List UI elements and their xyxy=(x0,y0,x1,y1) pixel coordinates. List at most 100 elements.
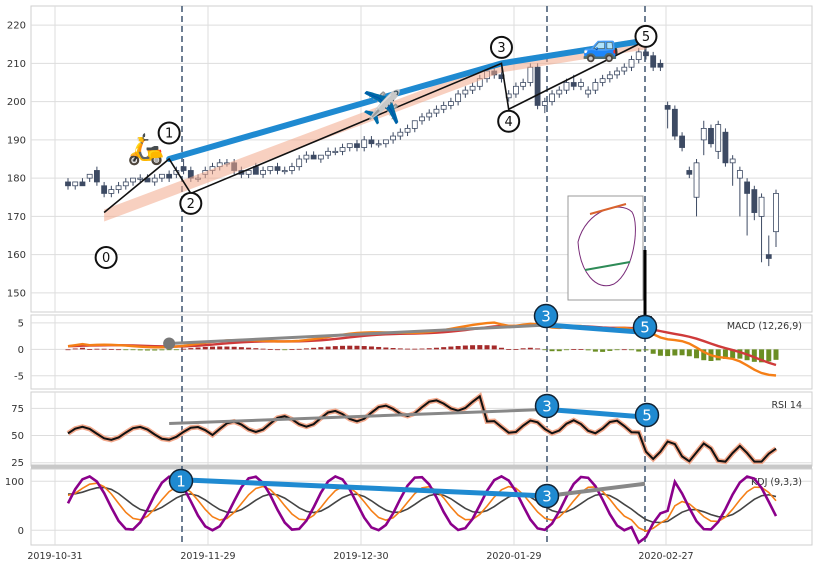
inset-thumbnail xyxy=(567,195,644,301)
rsi-ytick-label: 25 xyxy=(11,458,24,469)
candle-body xyxy=(722,131,729,164)
wave-point-marker xyxy=(634,24,658,48)
price-ytick-label: 170 xyxy=(7,212,26,223)
candle-body xyxy=(375,143,382,146)
macd-histogram-bar xyxy=(426,348,432,350)
x-tick-label: 2020-01-29 xyxy=(486,551,541,562)
candle-body xyxy=(715,124,722,152)
macd-histogram-bar xyxy=(614,349,620,351)
candle-body xyxy=(462,89,469,95)
wave-point-label: 4 xyxy=(505,115,513,130)
macd-ytick-label: 5 xyxy=(18,318,24,329)
candle-body xyxy=(404,127,411,133)
macd-histogram-bar xyxy=(629,349,635,351)
candle-body xyxy=(657,62,664,68)
macd-histogram-bar xyxy=(368,346,374,350)
macd-histogram-bar xyxy=(340,345,346,350)
macd-histogram-bar xyxy=(311,347,317,350)
indicator-wave-marker xyxy=(534,483,560,509)
candle-body xyxy=(541,101,548,106)
wave-point-label: 2 xyxy=(187,197,195,212)
candle-body xyxy=(65,181,71,187)
wave-point-marker xyxy=(489,35,513,59)
macd-histogram-bar xyxy=(607,349,613,351)
candle-body xyxy=(650,55,657,68)
candle-body xyxy=(115,185,122,190)
candle-body xyxy=(679,135,685,148)
macd-ytick-label: 0 xyxy=(18,345,24,356)
inset-curve xyxy=(584,261,631,271)
candle-body xyxy=(79,181,86,187)
candle-body xyxy=(72,181,79,187)
macd-histogram-bar xyxy=(470,345,476,350)
macd-histogram-bar xyxy=(701,349,707,361)
macd-histogram-bar xyxy=(116,349,122,351)
macd-histogram-bar xyxy=(773,349,779,360)
macd-histogram-bar xyxy=(361,346,367,350)
candle-body xyxy=(317,154,324,160)
macd-histogram-bar xyxy=(527,347,533,350)
airplane-icon: ✈️ xyxy=(362,88,402,126)
macd-histogram-bar xyxy=(506,349,512,350)
candle-body xyxy=(281,170,288,173)
macd-histogram-bar xyxy=(354,345,360,350)
macd-histogram-bar xyxy=(592,349,598,352)
macd-histogram-bar xyxy=(433,347,439,350)
candle-body xyxy=(260,170,266,175)
price-panel-frame xyxy=(30,5,813,313)
macd-histogram-bar xyxy=(238,347,244,350)
wave-point-marker xyxy=(94,246,118,270)
macd-histogram-bar xyxy=(498,347,504,350)
candle-body xyxy=(758,196,765,217)
candle-body xyxy=(339,147,346,152)
macd-histogram-bar xyxy=(621,349,627,351)
macd-histogram-bar xyxy=(267,349,273,350)
wave-point-marker xyxy=(497,109,521,133)
macd-histogram-bar xyxy=(79,347,85,350)
price-ytick-label: 180 xyxy=(7,174,26,185)
candle-body xyxy=(700,127,707,141)
candle-body xyxy=(513,85,519,95)
x-tick-label: 2019-10-31 xyxy=(27,551,82,562)
candle-body xyxy=(382,139,389,145)
indicator-wave-label: 5 xyxy=(642,407,652,425)
candle-body xyxy=(534,66,541,106)
macd-histogram-bar xyxy=(108,348,114,350)
candle-body xyxy=(447,101,454,106)
x-tick-label: 2020-02-27 xyxy=(638,551,693,562)
rsi-ytick-label: 75 xyxy=(11,404,24,415)
candle-body xyxy=(455,93,462,103)
indicator-wave-label: 3 xyxy=(542,398,552,416)
macd-divergence-point xyxy=(163,337,176,350)
car-icon: 🚙 xyxy=(582,29,619,64)
candle-body xyxy=(180,166,187,171)
wave-point-label: 3 xyxy=(497,41,505,56)
macd-histogram-bar xyxy=(448,346,454,350)
macd-divergence-line xyxy=(169,323,548,346)
macd-histogram-bar xyxy=(636,349,642,352)
macd-histogram-bar xyxy=(563,349,569,351)
candle-body xyxy=(93,170,100,183)
macd-histogram-bar xyxy=(130,349,136,351)
macd-histogram-bar xyxy=(751,349,757,362)
candle-body xyxy=(101,185,108,194)
kdj-panel-label: KDJ (9,3,3) xyxy=(751,477,802,488)
macd-histogram-bar xyxy=(650,349,656,354)
macd-histogram-bar xyxy=(715,349,721,361)
macd-histogram-bar xyxy=(87,349,93,350)
macd-panel-label: MACD (12,26,9) xyxy=(727,321,802,332)
kdj-ytick-label: 100 xyxy=(5,477,24,488)
candle-body xyxy=(585,89,592,95)
macd-histogram-bar xyxy=(556,349,562,352)
macd-histogram-bar xyxy=(123,349,129,351)
macd-histogram-bar xyxy=(578,349,584,350)
price-ytick-label: 210 xyxy=(7,59,26,70)
macd-histogram-bar xyxy=(383,347,389,350)
macd-histogram-bar xyxy=(722,349,728,359)
candle-body xyxy=(137,177,144,180)
candle-body xyxy=(433,108,440,114)
indicator-wave-label: 5 xyxy=(640,319,650,337)
candle-body xyxy=(411,120,418,129)
macd-histogram-bar xyxy=(325,346,331,350)
